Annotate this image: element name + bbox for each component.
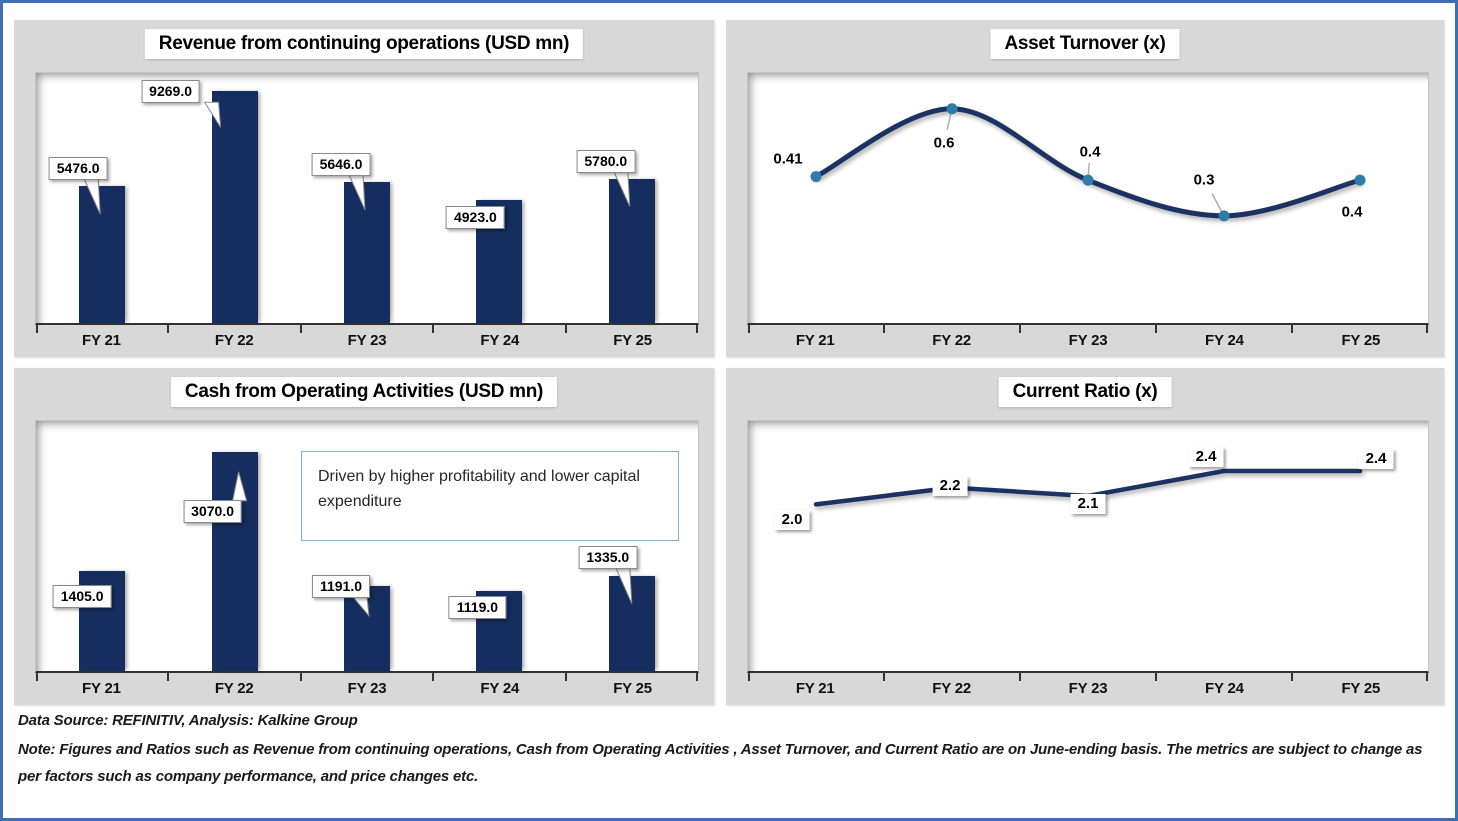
revenue-chart-title: Revenue from continuing operations (USD … (144, 29, 584, 59)
x-axis-label: FY 23 (1068, 332, 1108, 349)
footer: Data Source: REFINITIV, Analysis: Kalkin… (18, 712, 1437, 790)
x-axis-label: FY 23 (347, 680, 387, 697)
bar-value-label: 1335.0 (578, 545, 638, 569)
current-ratio-plot-area: 2.0 2.2 2.1 2.4 2.4 (747, 420, 1429, 681)
axis-tick (696, 324, 698, 333)
axis-tick (167, 672, 170, 681)
x-axis-label: FY 23 (1068, 680, 1108, 697)
revenue-plot-area: 5476.0 9269.0 5646.0 4923.0 5780.0 (35, 72, 699, 333)
cash-operating-chart-title: Cash from Operating Activities (USD mn) (170, 377, 558, 407)
bar-value-label: 4923.0 (445, 205, 505, 229)
revenue-x-axis-labels: FY 21 FY 22 FY 23 FY 24 FY 25 (35, 332, 699, 356)
data-source-line: Data Source: REFINITIV, Analysis: Kalkin… (18, 712, 358, 729)
axis-tick (1291, 324, 1293, 333)
axis-tick (1155, 672, 1157, 681)
asset-turnover-plot-area: 0.41 0.6 0.4 0.3 0.4 (747, 72, 1429, 333)
axis-tick (1291, 672, 1293, 681)
current-ratio-chart-title: Current Ratio (x) (998, 377, 1172, 407)
x-axis-label: FY 21 (795, 680, 835, 697)
asset-turnover-x-axis-labels: FY 21 FY 22 FY 23 FY 24 FY 25 (747, 332, 1429, 356)
x-axis-label: FY 25 (613, 332, 652, 349)
x-axis-label: FY 25 (1341, 680, 1381, 697)
axis-tick (299, 324, 302, 333)
axis-tick (36, 324, 38, 333)
axis-tick (167, 324, 170, 333)
line-value-label: 0.4 (1079, 143, 1101, 161)
axis-tick (432, 324, 435, 333)
note-line: Note: Figures and Ratios such as Revenue… (18, 741, 1423, 785)
line-value-label: 0.6 (933, 134, 955, 152)
x-axis-label: FY 22 (932, 332, 971, 349)
bar (211, 451, 258, 671)
x-axis-label: FY 21 (82, 680, 121, 697)
x-axis-label: FY 24 (480, 680, 520, 697)
chart-annotation-box: Driven by higher profitability and lower… (301, 451, 679, 541)
cash-operating-x-axis-labels: FY 21 FY 22 FY 23 FY 24 FY 25 (35, 680, 699, 704)
x-axis-label: FY 23 (347, 332, 387, 349)
x-axis-label: FY 24 (1205, 332, 1244, 349)
asset-turnover-chart-panel: Asset Turnover (x) 0.41 0.6 0.4 0.3 0.4 FY 2… (726, 20, 1444, 357)
axis-tick (748, 324, 750, 333)
bar (211, 91, 258, 323)
cash-operating-plot-area: Driven by higher profitability and lower… (35, 420, 699, 681)
line-value-label: 0.4 (1341, 203, 1363, 221)
bar (608, 178, 655, 323)
revenue-chart-panel: Revenue from continuing operations (USD … (14, 20, 714, 357)
line-value-label: 0.3 (1193, 171, 1215, 189)
x-axis-label: FY 25 (1341, 332, 1381, 349)
line-value-label: 0.41 (773, 150, 803, 168)
bar-value-label: 5646.0 (311, 152, 371, 176)
line-series (813, 468, 1363, 507)
x-axis-label: FY 24 (480, 332, 520, 349)
x-axis-label: FY 21 (795, 332, 835, 349)
axis-tick (1019, 324, 1021, 333)
current-ratio-x-axis-labels: FY 21 FY 22 FY 23 FY 24 FY 25 (747, 680, 1429, 704)
bar-value-label: 1191.0 (311, 574, 371, 598)
current-ratio-chart-panel: Current Ratio (x) 2.0 2.2 2.1 2.4 2.4 FY 21 F… (726, 368, 1444, 705)
line-value-label: 2.4 (1358, 449, 1394, 469)
bar-value-label: 3070.0 (183, 499, 243, 523)
axis-tick (883, 324, 885, 333)
x-axis-label: FY 22 (214, 332, 254, 349)
x-axis-label: FY 21 (82, 332, 121, 349)
axis-tick (564, 672, 567, 681)
bar-value-label: 5476.0 (48, 157, 108, 181)
bar-value-label: 5780.0 (576, 149, 636, 173)
asset-turnover-chart-title: Asset Turnover (x) (990, 29, 1180, 59)
x-axis-label: FY 25 (613, 680, 652, 697)
axis-tick (432, 672, 435, 681)
x-axis-label: FY 24 (1205, 680, 1244, 697)
bar-value-label: 9269.0 (141, 80, 201, 104)
line-series (810, 103, 1366, 222)
bar (344, 585, 390, 671)
x-axis-label: FY 22 (932, 680, 971, 697)
line-value-label: 2.1 (1070, 494, 1106, 514)
line-value-label: 2.2 (932, 475, 968, 496)
bar-value-label: 1119.0 (448, 596, 507, 620)
axis-tick (299, 672, 302, 681)
axis-tick (1426, 324, 1428, 333)
line-value-label: 2.4 (1188, 447, 1224, 467)
axis-tick (1426, 672, 1428, 681)
axis-tick (1155, 324, 1157, 333)
cash-operating-chart-panel: Cash from Operating Activities (USD mn) … (14, 368, 714, 705)
axis-tick (696, 672, 698, 681)
bar (344, 181, 390, 323)
bar (79, 186, 126, 323)
axis-tick (564, 324, 567, 333)
axis-tick (36, 672, 38, 681)
axis-tick (748, 672, 750, 681)
x-axis-label: FY 22 (214, 680, 254, 697)
bar (608, 575, 655, 671)
line-value-label: 2.0 (774, 510, 810, 531)
axis-tick (1019, 672, 1021, 681)
bar-value-label: 1405.0 (52, 584, 112, 608)
axis-tick (883, 672, 885, 681)
